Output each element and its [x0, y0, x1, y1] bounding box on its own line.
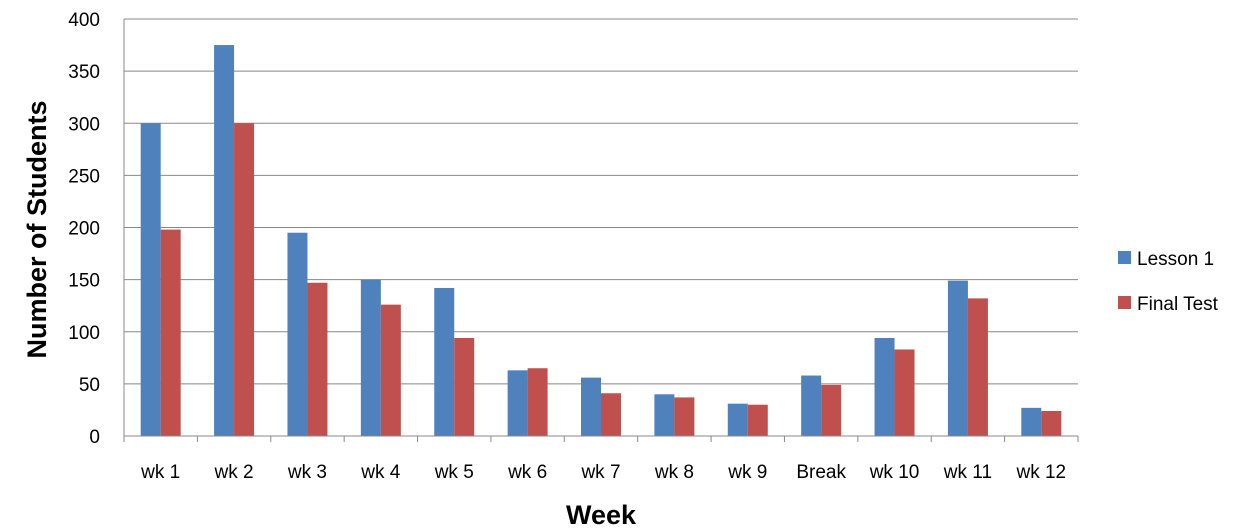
x-tick-label: wk 5	[434, 462, 474, 483]
bar-lesson-1	[801, 375, 822, 436]
legend-swatch	[1118, 251, 1131, 264]
x-tick-label: wk 12	[1015, 462, 1066, 483]
x-tick-label: wk 1	[140, 462, 180, 483]
x-tick-label: wk 9	[727, 462, 767, 483]
x-tick-label: wk 8	[654, 462, 694, 483]
bar-lesson-1	[874, 338, 895, 436]
y-tick-label: 50	[79, 375, 100, 396]
x-tick-label: wk 10	[869, 462, 920, 483]
y-axis-title: Number of Students	[22, 100, 52, 358]
y-tick-label: 200	[68, 219, 100, 240]
y-tick-label: 400	[68, 10, 100, 31]
y-tick-label: 100	[68, 323, 100, 344]
bar-final-test	[967, 298, 988, 436]
bar-lesson-1	[140, 123, 161, 436]
x-tick-label: wk 6	[507, 462, 547, 483]
y-tick-label: 300	[68, 114, 100, 135]
bars	[140, 45, 1062, 436]
y-tick-label: 350	[68, 62, 100, 83]
bar-lesson-1	[360, 279, 381, 436]
x-axis-title: Week	[566, 500, 637, 530]
bar-final-test	[234, 123, 255, 436]
bar-lesson-1	[654, 394, 675, 436]
bar-lesson-1	[287, 232, 308, 436]
bar-final-test	[307, 282, 328, 436]
bar-final-test	[527, 368, 548, 436]
legend-swatch	[1118, 296, 1131, 309]
legend-label: Lesson 1	[1137, 249, 1214, 270]
bar-lesson-1	[581, 377, 601, 436]
bar-lesson-1	[947, 280, 968, 436]
y-tick-label: 150	[68, 271, 100, 292]
y-axis-tick-labels: 0 50 100 150 200 250 300 350 400	[68, 10, 100, 448]
x-tick-label: Break	[796, 462, 846, 483]
bar-lesson-1	[214, 45, 235, 436]
x-tick-label: wk 4	[360, 462, 401, 483]
bar-lesson-1	[727, 403, 748, 436]
gridlines	[124, 18, 1078, 385]
y-tick-label: 0	[89, 427, 100, 448]
bar-final-test	[821, 384, 842, 436]
bar-final-test	[380, 304, 401, 436]
bar-final-test	[894, 349, 915, 436]
bar-final-test	[454, 338, 475, 436]
bar-final-test	[160, 229, 181, 436]
bar-lesson-1	[1021, 407, 1042, 436]
bar-final-test	[601, 393, 621, 436]
x-tick-label: wk 2	[214, 462, 254, 483]
x-tick-label: wk 11	[943, 462, 992, 483]
bar-final-test	[674, 397, 695, 436]
bar-lesson-1	[434, 287, 455, 436]
legend: Lesson 1 Final Test	[1118, 249, 1219, 315]
bar-final-test	[1041, 410, 1062, 436]
y-tick-label: 250	[68, 166, 100, 187]
bar-lesson-1	[507, 370, 528, 436]
x-tick-label: wk 7	[580, 462, 620, 483]
legend-label: Final Test	[1137, 294, 1219, 315]
bar-final-test	[747, 404, 768, 436]
x-axis-tick-labels: wk 1 wk 2 wk 3 wk 4 wk 5 wk 6 wk 7 wk 8 wk 9 Brea…	[123, 436, 1079, 483]
x-tick-label: wk 3	[287, 462, 327, 483]
